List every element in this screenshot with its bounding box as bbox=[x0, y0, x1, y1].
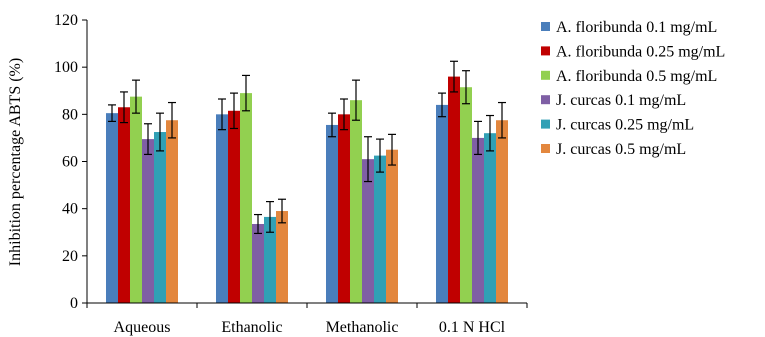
bar bbox=[264, 216, 276, 303]
bar bbox=[436, 104, 448, 304]
legend-swatch bbox=[541, 22, 550, 31]
bar bbox=[350, 100, 362, 303]
legend-swatch bbox=[541, 70, 550, 80]
y-tick-label: 20 bbox=[62, 248, 78, 265]
bar bbox=[472, 137, 484, 303]
bar bbox=[484, 133, 496, 303]
bar bbox=[496, 120, 508, 304]
bar bbox=[252, 223, 264, 303]
bar bbox=[216, 114, 228, 303]
bar bbox=[448, 76, 460, 303]
legend-label: J. curcas 0.1 mg/mL bbox=[556, 92, 686, 109]
y-axis-title: Inhibition percentage ABTS (%) bbox=[7, 58, 24, 266]
bar bbox=[276, 211, 288, 303]
y-tick-label: 120 bbox=[54, 12, 78, 29]
bar bbox=[338, 114, 350, 303]
legend-swatch bbox=[541, 144, 550, 153]
y-tick-label: 0 bbox=[70, 295, 78, 312]
x-tick-label: Methanolic bbox=[326, 319, 399, 336]
x-ticks-layer: Aqueous Ethanolic Methanolic 0.1 N HCl bbox=[86, 303, 528, 336]
y-ticks-layer: 0 20 40 60 80 100 120 bbox=[54, 12, 87, 312]
bar bbox=[386, 149, 398, 303]
bar bbox=[154, 132, 166, 303]
x-tick-label: Aqueous bbox=[114, 319, 171, 336]
legend-label: A. floribunda 0.25 mg/mL bbox=[556, 43, 725, 60]
y-tick-label: 40 bbox=[62, 201, 78, 218]
bar bbox=[142, 139, 154, 303]
y-tick-label: 80 bbox=[62, 106, 78, 123]
legend-label: A. floribunda 0.1 mg/mL bbox=[556, 19, 717, 36]
bar bbox=[240, 93, 252, 303]
legend-swatch bbox=[541, 119, 550, 129]
bar bbox=[106, 113, 118, 303]
bar bbox=[362, 159, 374, 303]
legend-swatch bbox=[541, 46, 550, 56]
x-tick-label: Ethanolic bbox=[221, 319, 282, 336]
bar bbox=[460, 87, 472, 304]
error-bars-layer bbox=[108, 60, 506, 235]
bar bbox=[374, 155, 386, 303]
legend-swatch bbox=[541, 95, 550, 105]
legend-label: A. floribunda 0.5 mg/mL bbox=[556, 68, 717, 85]
legend-label: J. curcas 0.5 mg/mL bbox=[556, 141, 686, 158]
bar bbox=[228, 110, 240, 303]
bar bbox=[166, 120, 178, 304]
bar bbox=[118, 107, 130, 303]
x-tick-label: 0.1 N HCl bbox=[439, 319, 506, 336]
y-tick-label: 60 bbox=[62, 154, 78, 171]
y-tick-label: 100 bbox=[54, 59, 78, 76]
bar bbox=[130, 96, 142, 303]
legend: A. floribunda 0.1 mg/mL A. floribunda 0.2… bbox=[541, 19, 725, 158]
legend-label: J. curcas 0.25 mg/mL bbox=[556, 117, 694, 134]
bar bbox=[326, 124, 338, 303]
y-axis-title-group: Inhibition percentage ABTS (%) bbox=[7, 58, 24, 266]
bars-layer bbox=[106, 76, 508, 304]
